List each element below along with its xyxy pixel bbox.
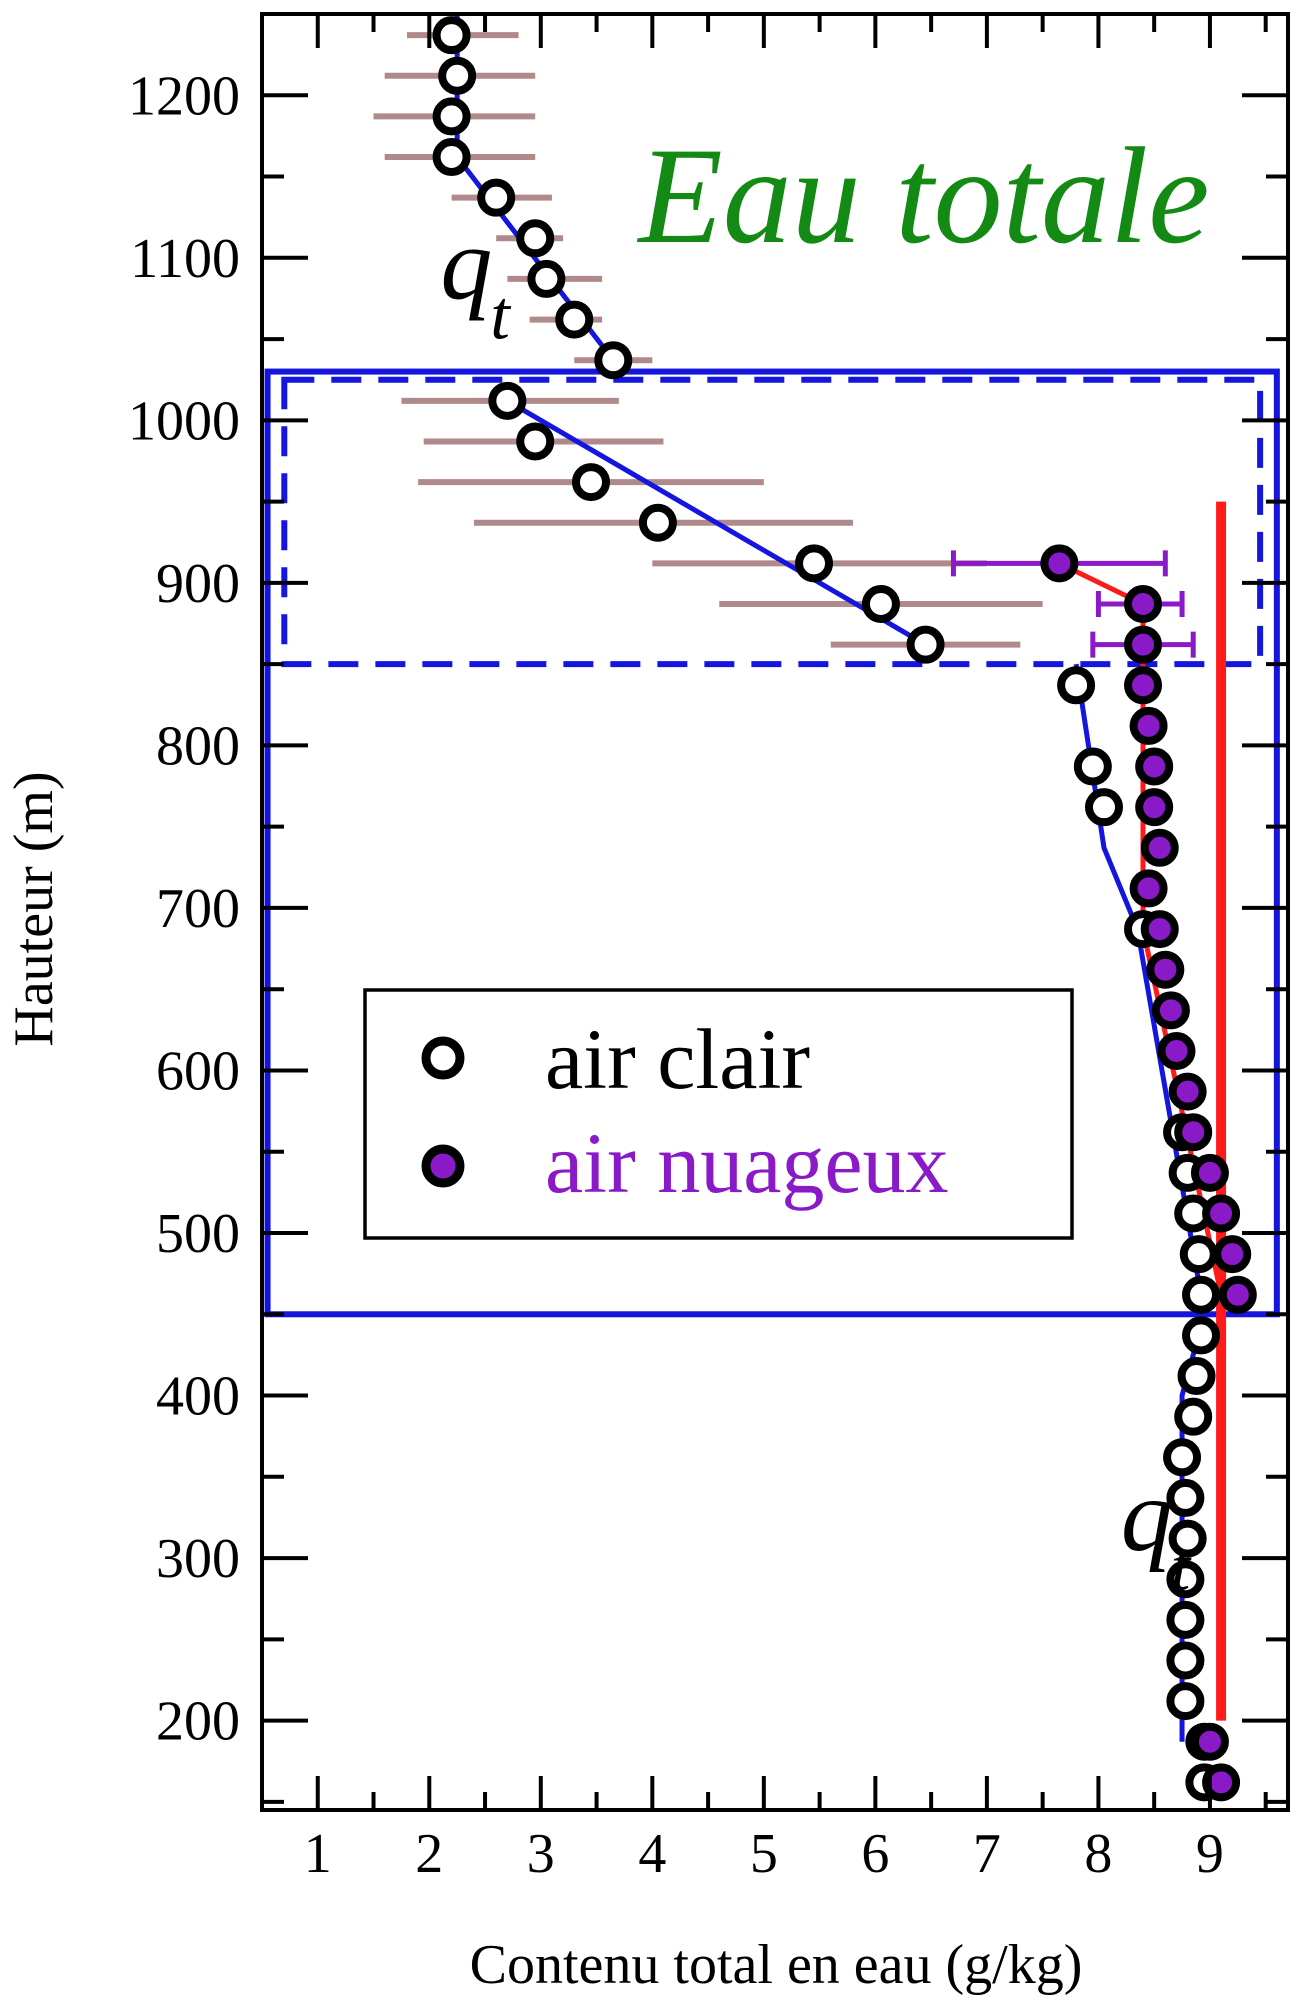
data-point-air-clair <box>1166 1560 1205 1599</box>
data-point-air-nuageux <box>1135 747 1174 786</box>
data-point-air-clair <box>488 381 527 420</box>
data-point-air-clair <box>1166 1641 1205 1680</box>
y-tick-label: 500 <box>156 1203 240 1265</box>
x-tick-label: 6 <box>861 1823 889 1885</box>
region-box-dashed <box>281 376 1264 668</box>
x-tick-label: 5 <box>750 1823 778 1885</box>
data-point-air-nuageux <box>1124 625 1163 664</box>
data-point-air-clair <box>432 16 471 55</box>
x-tick-label: 1 <box>304 1823 332 1885</box>
legend-label-air-clair: air clair <box>545 1011 810 1107</box>
plot-frame <box>260 12 1290 1812</box>
legend-marker-air-nuageux <box>421 1144 465 1188</box>
data-point-air-clair <box>571 463 610 502</box>
data-point-air-clair <box>906 625 945 664</box>
data-point-air-nuageux <box>1124 666 1163 705</box>
data-point-air-clair <box>1057 666 1096 705</box>
data-point-air-nuageux <box>1140 828 1179 867</box>
y-tick-label: 300 <box>156 1528 240 1590</box>
x-tick-label: 2 <box>415 1823 443 1885</box>
data-point-air-clair <box>795 544 834 583</box>
data-point-air-clair <box>1168 1519 1207 1558</box>
x-tick-label: 4 <box>638 1823 666 1885</box>
data-point-air-clair <box>527 259 566 298</box>
y-tick-label: 200 <box>156 1691 240 1753</box>
data-point-air-clair <box>1166 1478 1205 1517</box>
data-point-air-nuageux <box>1151 991 1190 1030</box>
data-point-air-nuageux <box>1157 1031 1196 1070</box>
data-point-air-clair <box>638 503 677 542</box>
data-point-air-clair <box>438 56 477 95</box>
data-point-air-clair <box>516 219 555 258</box>
x-tick-label: 9 <box>1196 1823 1224 1885</box>
legend-label-air-nuageux: air nuageux <box>545 1115 949 1211</box>
qt-annotation-subscript: t <box>490 277 511 354</box>
data-point-air-clair <box>1174 1397 1213 1436</box>
data-point-air-clair <box>432 138 471 177</box>
data-point-air-clair <box>1073 747 1112 786</box>
x-axis-label: Contenu total en eau (g/kg) <box>470 1934 1083 1996</box>
y-tick-label: 1100 <box>130 228 240 290</box>
legend: air clair air nuageux <box>363 988 1074 1240</box>
legend-marker-air-clair <box>421 1036 465 1080</box>
data-point-air-nuageux <box>1168 1072 1207 1111</box>
chart-title-annotation: Eau totale <box>636 119 1209 272</box>
data-point-air-nuageux <box>1213 1235 1252 1274</box>
data-point-air-nuageux <box>1129 869 1168 908</box>
data-point-air-clair <box>516 422 555 461</box>
data-point-air-nuageux <box>1140 910 1179 949</box>
data-point-air-clair <box>477 178 516 217</box>
data-point-air-nuageux <box>1202 1194 1241 1233</box>
data-point-air-nuageux <box>1135 788 1174 827</box>
data-point-air-clair <box>1179 1235 1218 1274</box>
data-point-air-clair <box>1182 1316 1221 1355</box>
data-point-air-clair <box>594 341 633 380</box>
qt-annotation: q <box>440 206 492 321</box>
data-point-air-clair <box>555 300 594 339</box>
x-tick-label: 3 <box>527 1823 555 1885</box>
y-tick-label: 700 <box>156 878 240 940</box>
data-point-air-nuageux <box>1174 1113 1213 1152</box>
y-tick-label: 600 <box>156 1040 240 1102</box>
y-axis-label: Hauteur (m) <box>3 771 65 1046</box>
x-tick-label: 7 <box>973 1823 1001 1885</box>
data-point-air-clair <box>1177 1357 1216 1396</box>
data-point-air-clair <box>1166 1600 1205 1639</box>
data-point-air-nuageux <box>1129 706 1168 745</box>
data-point-air-clair <box>1084 788 1123 827</box>
data-point-air-clair <box>1163 1438 1202 1477</box>
data-point-air-nuageux <box>1202 1763 1241 1802</box>
data-point-air-nuageux <box>1146 950 1185 989</box>
y-tick-label: 900 <box>156 553 240 615</box>
data-point-air-clair <box>1182 1275 1221 1314</box>
data-point-air-nuageux <box>1190 1153 1229 1192</box>
data-point-air-nuageux <box>1218 1275 1257 1314</box>
data-point-air-nuageux <box>1124 584 1163 623</box>
y-tick-label: 1200 <box>128 65 240 127</box>
data-point-air-clair <box>1166 1682 1205 1721</box>
qt-annotation-subscript: t <box>1171 1529 1192 1606</box>
region-box-solid <box>264 368 1280 1318</box>
data-point-air-clair <box>432 97 471 136</box>
data-point-air-clair <box>861 584 900 623</box>
x-tick-label: 8 <box>1084 1823 1112 1885</box>
data-point-air-nuageux <box>1040 544 1079 583</box>
y-tick-label: 400 <box>156 1366 240 1428</box>
y-tick-label: 1000 <box>128 390 240 452</box>
fit-line <box>506 398 927 647</box>
y-tick-label: 800 <box>156 715 240 777</box>
data-point-air-nuageux <box>1190 1722 1229 1761</box>
qt-annotation: q <box>1121 1458 1173 1573</box>
